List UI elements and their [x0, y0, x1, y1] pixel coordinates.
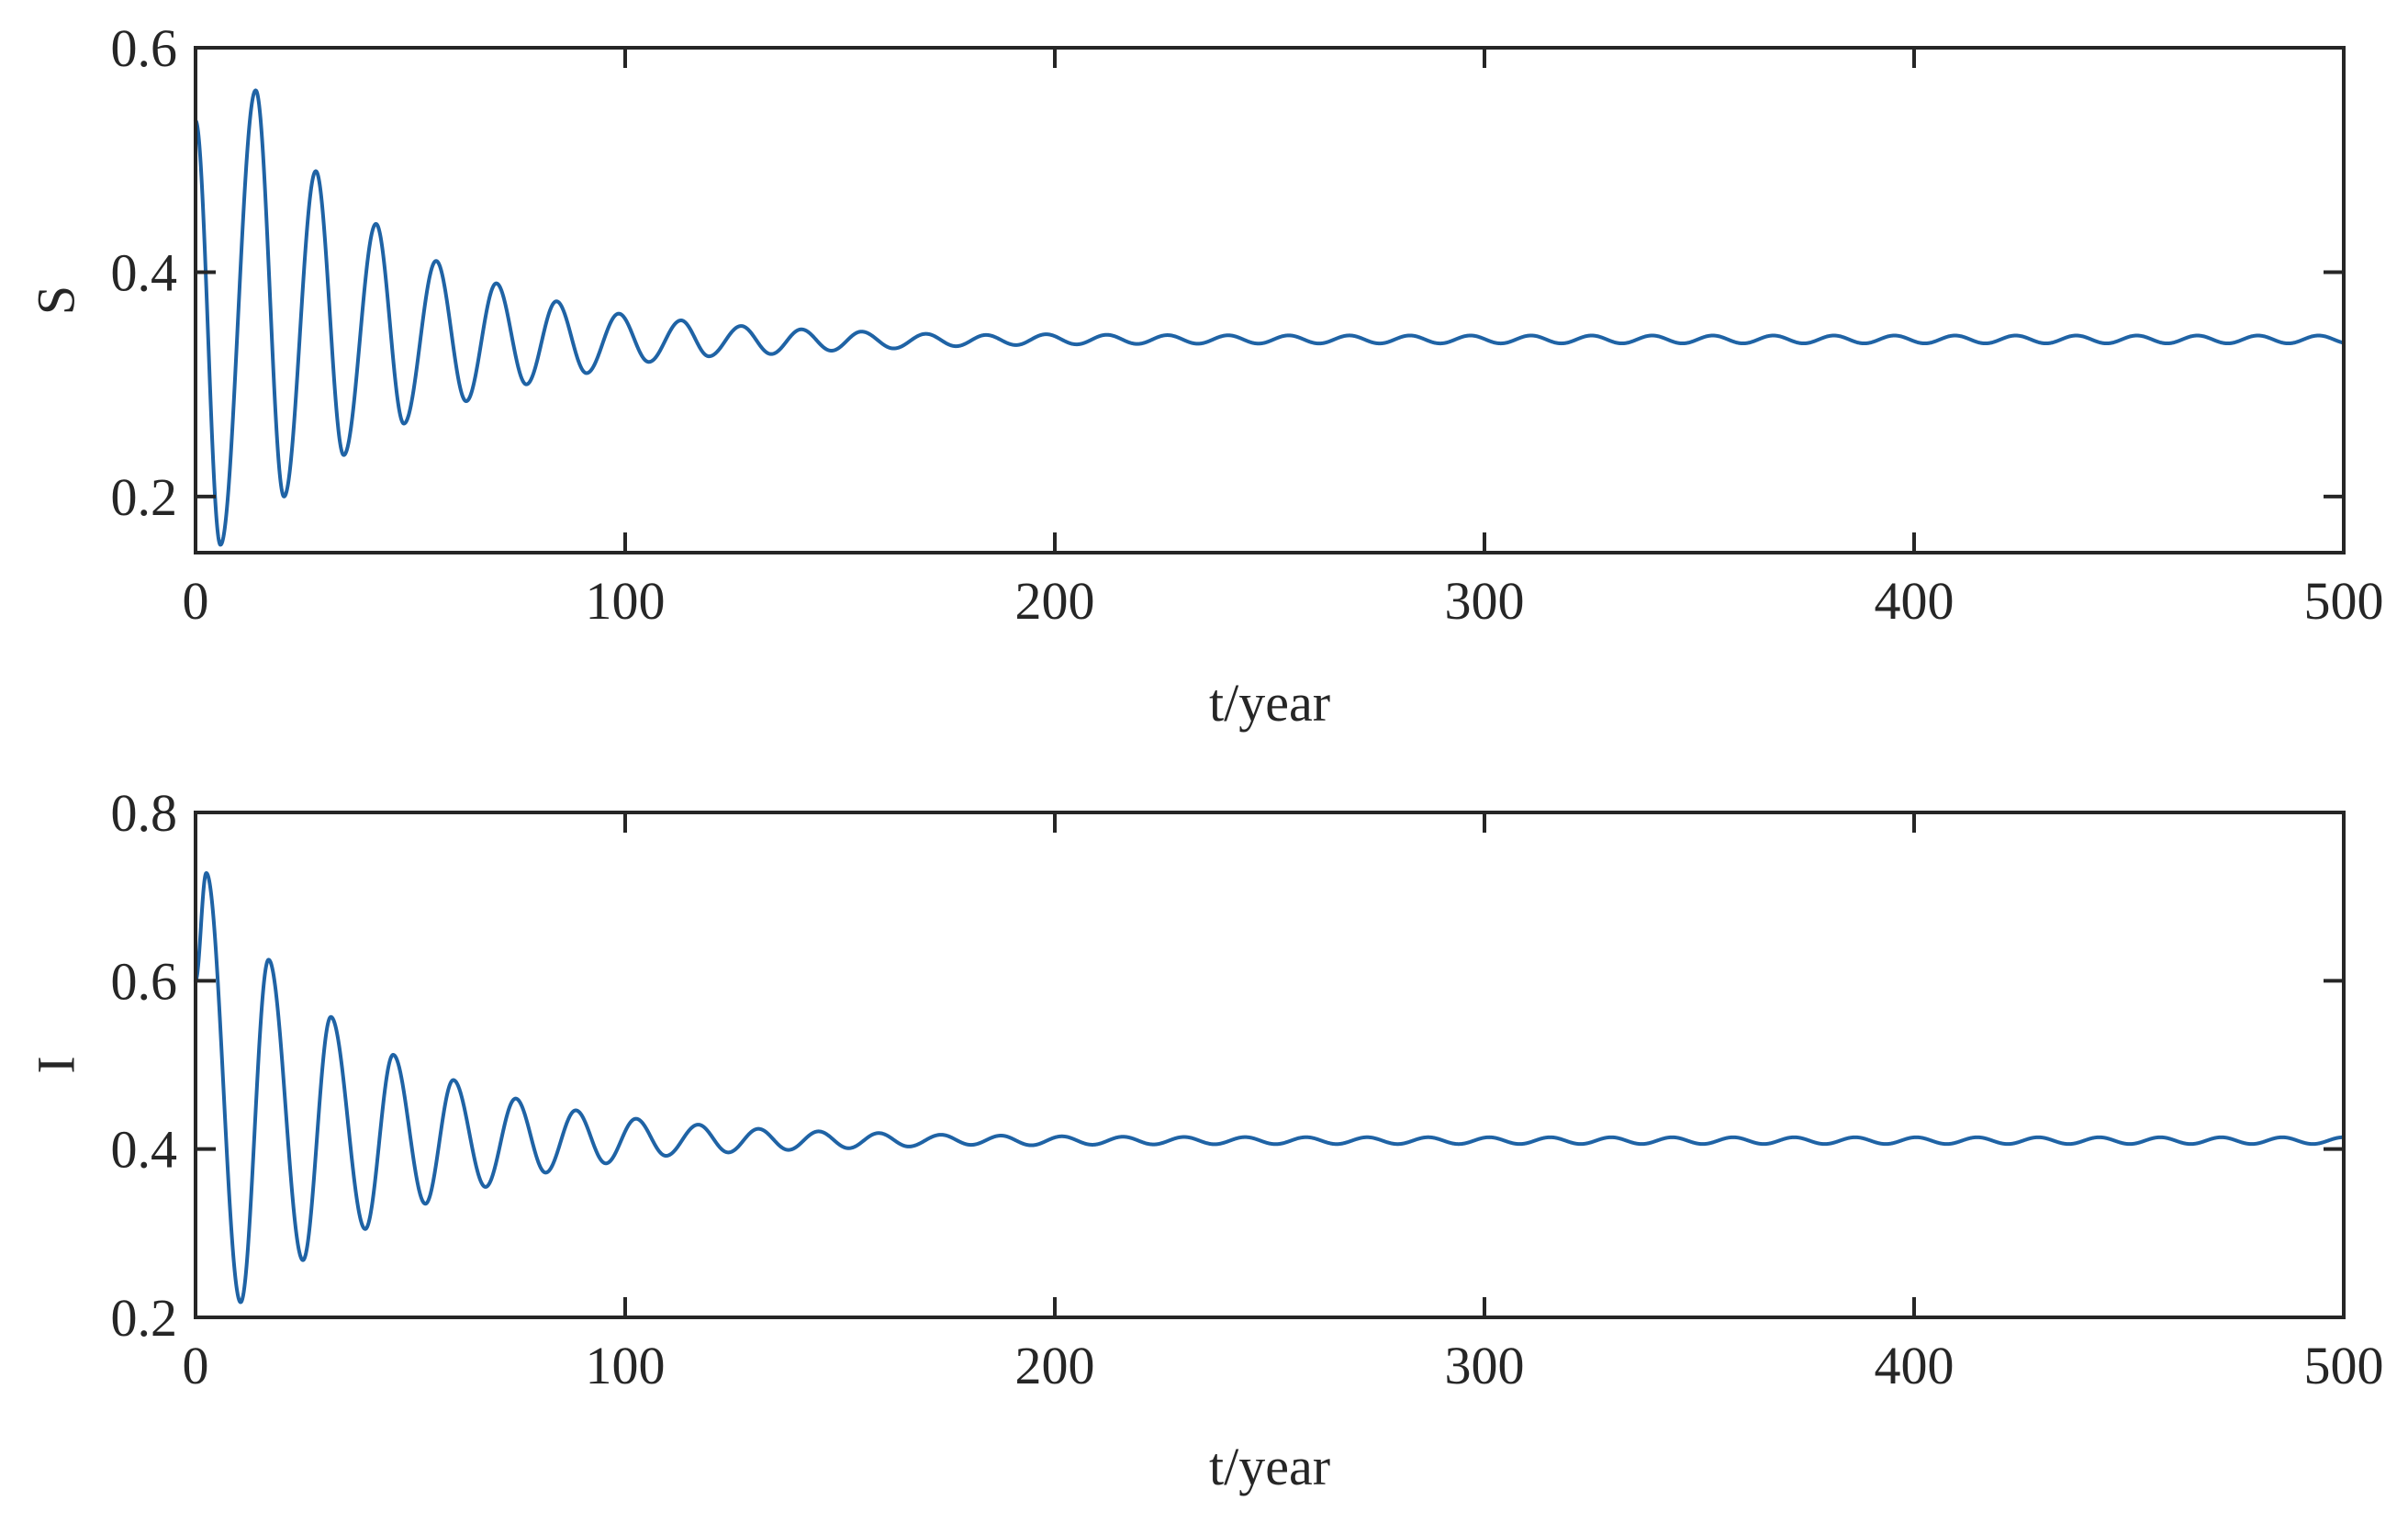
- y-tick-label: 0.8: [111, 783, 178, 843]
- y-axis-label-i: I: [26, 1056, 85, 1073]
- series-line-i: [194, 871, 2346, 1305]
- x-tick-label: 100: [586, 571, 666, 631]
- chart-panel-i: 0 100 200 300 400 500 0.2 0.4 0.6 0.8 t/year I: [26, 783, 2383, 1496]
- y-tick-label: 0.4: [111, 242, 178, 302]
- x-tick-label: 500: [2304, 571, 2384, 631]
- x-axis-ticks-s: 0 100 200 300 400 500: [183, 48, 2384, 631]
- y-tick-label: 0.6: [111, 951, 178, 1011]
- x-tick-label: 0: [183, 571, 209, 631]
- x-axis-ticks-i: 0 100 200 300 400 500: [183, 812, 2384, 1395]
- y-tick-label: 0.4: [111, 1120, 178, 1180]
- x-tick-label: 100: [586, 1336, 666, 1395]
- series-line-s: [194, 88, 2346, 547]
- y-axis-label-s: S: [26, 286, 85, 315]
- y-tick-label: 0.2: [111, 1288, 178, 1348]
- x-tick-label: 300: [1445, 571, 1525, 631]
- x-axis-label-s: t/year: [1209, 673, 1330, 733]
- x-tick-label: 400: [1875, 1336, 1954, 1395]
- x-tick-label: 0: [183, 1336, 209, 1395]
- y-tick-label: 0.2: [111, 467, 178, 527]
- x-tick-label: 400: [1875, 571, 1954, 631]
- y-axis-ticks-i: 0.2 0.4 0.6 0.8: [111, 783, 2344, 1348]
- axes-frame-i: [194, 811, 2346, 1319]
- axes-frame-s: [194, 46, 2346, 554]
- chart-panel-s: 0 100 200 300 400 500 0.2 0.4 0.6 t/year S: [26, 18, 2383, 733]
- y-axis-ticks-s: 0.2 0.4 0.6: [111, 18, 2344, 527]
- x-tick-label: 200: [1015, 571, 1095, 631]
- x-tick-label: 200: [1015, 1336, 1095, 1395]
- x-tick-label: 300: [1445, 1336, 1525, 1395]
- x-axis-label-i: t/year: [1209, 1437, 1330, 1496]
- y-tick-label: 0.6: [111, 18, 178, 78]
- x-tick-label: 500: [2304, 1336, 2384, 1395]
